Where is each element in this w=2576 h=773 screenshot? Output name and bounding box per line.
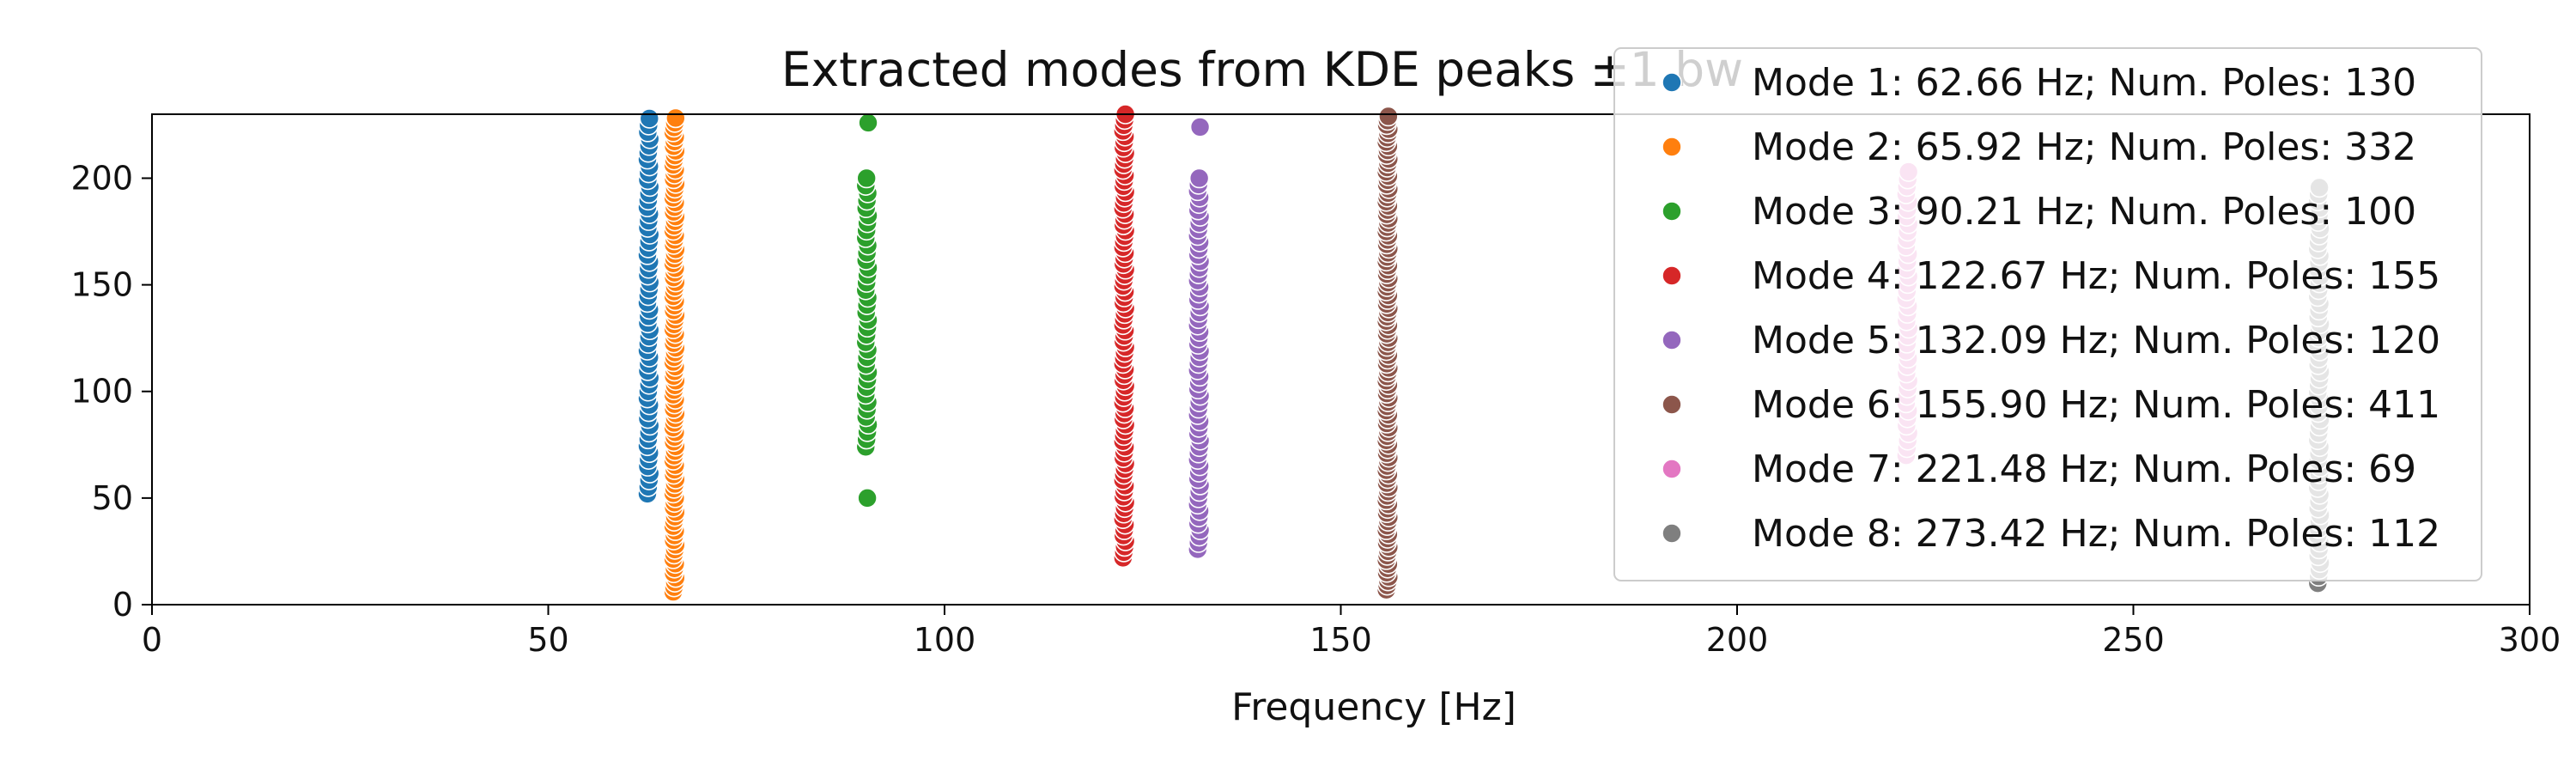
legend-item-mode-1: Mode 1: 62.66 Hz; Num. Poles: 130 xyxy=(1662,61,2416,105)
series-mode-6 xyxy=(1376,106,1400,600)
x-tick-label: 100 xyxy=(914,621,976,659)
data-point xyxy=(1378,106,1399,127)
legend-marker xyxy=(1662,523,1682,544)
legend-marker xyxy=(1662,330,1682,350)
series-mode-4 xyxy=(1113,104,1136,569)
legend-item-mode-8: Mode 8: 273.42 Hz; Num. Poles: 112 xyxy=(1662,512,2440,556)
legend-item-mode-5: Mode 5: 132.09 Hz; Num. Poles: 120 xyxy=(1662,319,2440,362)
x-axis-title: Frequency [Hz] xyxy=(1231,685,1516,729)
chart-title: Extracted modes from KDE peaks ±1 bw xyxy=(781,42,1743,97)
legend-label: Mode 4: 122.67 Hz; Num. Poles: 155 xyxy=(1752,254,2440,298)
x-tick-label: 250 xyxy=(2102,621,2165,659)
data-point xyxy=(857,488,878,508)
y-tick-label: 0 xyxy=(112,586,133,624)
y-tick-label: 50 xyxy=(92,479,133,517)
y-tick-label: 100 xyxy=(70,373,133,411)
x-tick-label: 0 xyxy=(142,621,162,659)
legend-marker xyxy=(1662,394,1682,415)
legend-label: Mode 2: 65.92 Hz; Num. Poles: 332 xyxy=(1752,125,2416,169)
legend-label: Mode 3: 90.21 Hz; Num. Poles: 100 xyxy=(1752,190,2416,234)
x-tick-label: 300 xyxy=(2499,621,2561,659)
legend-marker xyxy=(1662,265,1682,286)
legend-item-mode-6: Mode 6: 155.90 Hz; Num. Poles: 411 xyxy=(1662,383,2440,427)
data-point xyxy=(665,107,686,129)
x-tick-label: 50 xyxy=(527,621,568,659)
legend-item-mode-4: Mode 4: 122.67 Hz; Num. Poles: 155 xyxy=(1662,254,2440,298)
legend-item-mode-2: Mode 2: 65.92 Hz; Num. Poles: 332 xyxy=(1662,125,2416,169)
legend: Mode 1: 62.66 Hz; Num. Poles: 130 Mode 2:… xyxy=(1613,47,2482,581)
data-point xyxy=(858,113,878,133)
series-mode-1 xyxy=(637,108,660,504)
legend-label: Mode 1: 62.66 Hz; Num. Poles: 130 xyxy=(1752,61,2416,105)
series-mode-2 xyxy=(663,107,686,602)
legend-label: Mode 8: 273.42 Hz; Num. Poles: 112 xyxy=(1752,512,2440,556)
series-mode-5 xyxy=(1188,117,1211,560)
y-tick-label: 200 xyxy=(70,159,133,197)
legend-marker xyxy=(1662,137,1682,157)
data-point xyxy=(1188,167,1210,189)
legend-marker xyxy=(1662,72,1682,93)
legend-item-mode-7: Mode 7: 221.48 Hz; Num. Poles: 69 xyxy=(1662,447,2416,491)
legend-marker xyxy=(1662,459,1682,479)
data-point xyxy=(639,108,660,129)
x-tick-label: 200 xyxy=(1706,621,1769,659)
y-axis: 0 50 100 150 200 xyxy=(70,159,152,624)
x-tick-label: 150 xyxy=(1309,621,1372,659)
legend-box xyxy=(1613,47,2482,581)
legend-label: Mode 6: 155.90 Hz; Num. Poles: 411 xyxy=(1752,383,2440,427)
series-mode-3 xyxy=(855,113,878,508)
x-axis: 0 50 100 150 200 250 300 xyxy=(142,605,2561,659)
legend-marker xyxy=(1662,201,1682,222)
y-tick-label: 150 xyxy=(70,266,133,304)
data-point xyxy=(856,167,877,189)
legend-label: Mode 7: 221.48 Hz; Num. Poles: 69 xyxy=(1752,447,2416,491)
data-point xyxy=(1189,117,1211,137)
legend-label: Mode 5: 132.09 Hz; Num. Poles: 120 xyxy=(1752,319,2440,362)
legend-item-mode-3: Mode 3: 90.21 Hz; Num. Poles: 100 xyxy=(1662,190,2416,234)
